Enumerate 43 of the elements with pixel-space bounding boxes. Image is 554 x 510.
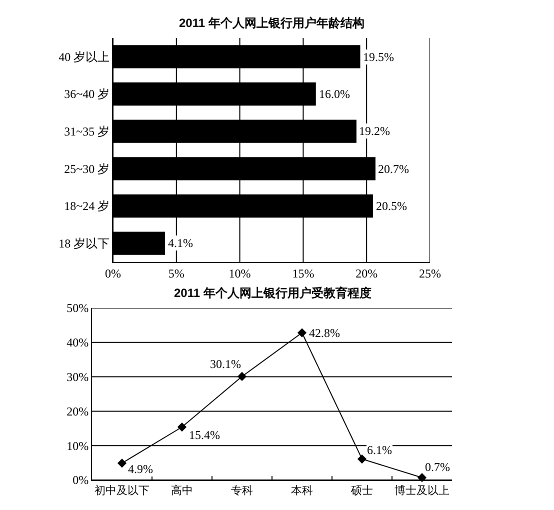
y-tick-label: 40% (66, 336, 89, 350)
data-label: 19.2% (359, 124, 390, 138)
x-tick-label: 5% (168, 266, 184, 280)
x-tick-label: 0% (105, 266, 121, 280)
x-tick-label: 博士及以上 (394, 484, 450, 498)
data-label: 0.7% (425, 460, 450, 474)
data-label: 16.0% (319, 87, 350, 101)
data-label: 19.5% (363, 50, 394, 64)
data-label: 15.4% (189, 428, 220, 442)
data-label: 6.1% (367, 443, 392, 457)
point (117, 458, 127, 468)
y-tick-label: 0% (72, 473, 89, 488)
y-tick-label: 40 岁以上 (58, 50, 110, 64)
y-tick-label: 31~35 岁 (64, 124, 110, 139)
x-tick-label: 初中及以下 (94, 484, 150, 498)
point (177, 422, 187, 432)
y-tick-label: 30% (66, 370, 89, 384)
point (297, 328, 307, 338)
data-label: 42.8% (309, 326, 340, 340)
data-label: 4.9% (128, 462, 153, 476)
x-tick-label: 本科 (291, 484, 313, 498)
data-label: 4.1% (168, 236, 193, 250)
y-tick-label: 20% (66, 404, 89, 418)
y-tick-label: 25~30 岁 (64, 162, 110, 176)
x-tick-label: 高中 (171, 484, 193, 498)
y-tick-label: 50% (66, 301, 89, 316)
point (357, 454, 367, 464)
chart-title: 2011 年个人网上银行用户受教育程度 (174, 286, 372, 300)
x-tick-label: 25% (419, 266, 441, 280)
point (237, 372, 247, 382)
x-tick-label: 10% (228, 266, 251, 280)
y-tick-label: 10% (66, 438, 89, 453)
y-tick-label: 36~40 岁 (64, 87, 110, 102)
x-tick-label: 15% (292, 266, 314, 280)
x-tick-label: 硕士 (350, 484, 373, 498)
chart-title: 2011 年个人网上银行用户年龄结构 (179, 16, 364, 30)
x-tick-label: 20% (356, 266, 378, 280)
y-tick-label: 18 岁以下 (58, 236, 110, 251)
data-label: 30.1% (210, 357, 241, 371)
data-label: 20.7% (378, 162, 409, 176)
data-label: 20.5% (376, 199, 407, 213)
y-tick-label: 18~24 岁 (64, 199, 110, 214)
x-tick-label: 专科 (231, 484, 253, 498)
